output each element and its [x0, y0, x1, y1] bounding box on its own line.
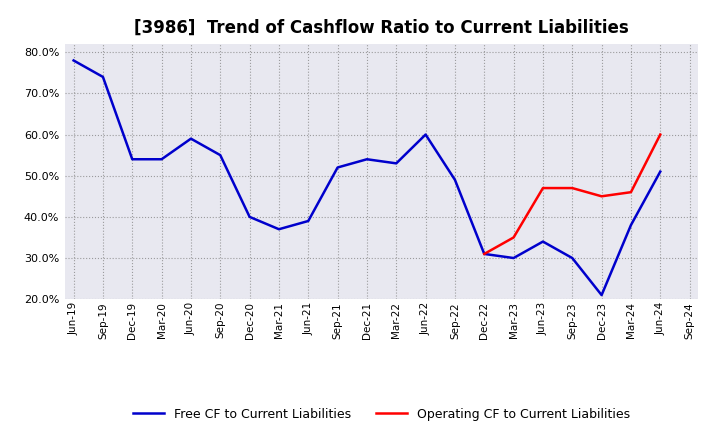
Free CF to Current Liabilities — [304, 218, 312, 224]
Free CF to Current Liabilities — [480, 251, 489, 257]
Line: Free CF to Current Liabilities: Free CF to Current Liabilities — [73, 60, 660, 295]
Operating CF to Current Liabilities — [509, 235, 518, 240]
Free CF to Current Liabilities — [99, 74, 107, 80]
Free CF to Current Liabilities — [626, 223, 635, 228]
Legend: Free CF to Current Liabilities, Operating CF to Current Liabilities: Free CF to Current Liabilities, Operatin… — [127, 403, 636, 425]
Free CF to Current Liabilities — [509, 255, 518, 260]
Free CF to Current Liabilities — [451, 177, 459, 183]
Free CF to Current Liabilities — [568, 255, 577, 260]
Free CF to Current Liabilities — [246, 214, 254, 220]
Operating CF to Current Liabilities — [626, 190, 635, 195]
Free CF to Current Liabilities — [392, 161, 400, 166]
Operating CF to Current Liabilities — [656, 132, 665, 137]
Free CF to Current Liabilities — [216, 153, 225, 158]
Free CF to Current Liabilities — [421, 132, 430, 137]
Free CF to Current Liabilities — [274, 227, 283, 232]
Free CF to Current Liabilities — [186, 136, 195, 141]
Operating CF to Current Liabilities — [539, 185, 547, 191]
Free CF to Current Liabilities — [598, 293, 606, 298]
Free CF to Current Liabilities — [539, 239, 547, 244]
Free CF to Current Liabilities — [363, 157, 372, 162]
Operating CF to Current Liabilities — [598, 194, 606, 199]
Title: [3986]  Trend of Cashflow Ratio to Current Liabilities: [3986] Trend of Cashflow Ratio to Curren… — [134, 19, 629, 37]
Operating CF to Current Liabilities — [568, 185, 577, 191]
Free CF to Current Liabilities — [69, 58, 78, 63]
Line: Operating CF to Current Liabilities: Operating CF to Current Liabilities — [485, 135, 660, 254]
Free CF to Current Liabilities — [128, 157, 137, 162]
Operating CF to Current Liabilities — [480, 251, 489, 257]
Free CF to Current Liabilities — [656, 169, 665, 174]
Free CF to Current Liabilities — [333, 165, 342, 170]
Free CF to Current Liabilities — [157, 157, 166, 162]
